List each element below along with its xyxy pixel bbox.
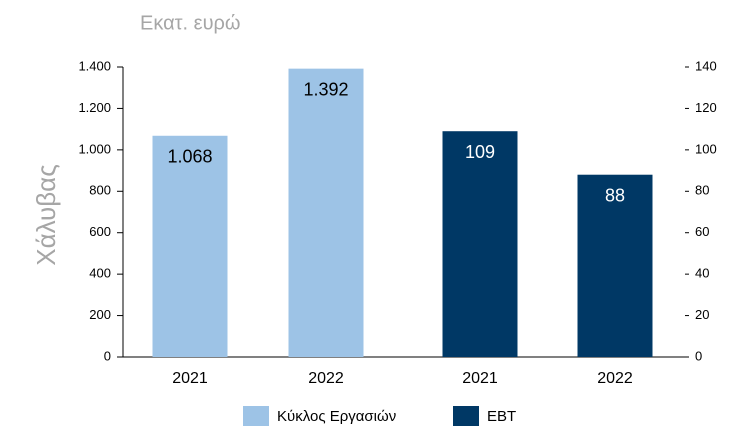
y2-tick-label: 20	[695, 307, 709, 322]
bar	[288, 68, 364, 358]
x-tick-label: 2022	[308, 370, 344, 387]
y2-tick-label: 100	[695, 141, 717, 156]
x-tick-label: 2022	[597, 370, 633, 387]
value-label: 1.392	[303, 79, 348, 99]
y2-tick-label: 40	[695, 266, 709, 281]
y-axis-label: Χάλυβας	[31, 164, 61, 266]
y2-tick-label: 120	[695, 100, 717, 115]
y-tick-label: 1.000	[78, 141, 111, 156]
legend-swatch	[243, 406, 269, 426]
y-tick-label: 1.200	[78, 100, 111, 115]
y2-tick-label: 0	[695, 348, 702, 363]
chart-title: Εκατ. ευρώ	[140, 12, 241, 34]
legend-label: Κύκλος Εργασιών	[277, 408, 396, 425]
y-tick-label: 1.400	[78, 58, 111, 73]
y2-tick-label: 140	[695, 58, 717, 73]
y2-tick-label: 60	[695, 224, 709, 239]
y-tick-label: 600	[89, 224, 111, 239]
bar	[577, 174, 653, 357]
x-tick-label: 2021	[172, 370, 208, 387]
x-tick-label: 2021	[462, 370, 498, 387]
y-tick-label: 400	[89, 266, 111, 281]
bar	[152, 135, 228, 357]
value-label: 109	[465, 142, 495, 162]
y-tick-label: 800	[89, 183, 111, 198]
legend-label: EBT	[487, 408, 516, 425]
value-label: 88	[605, 185, 625, 205]
y-tick-label: 200	[89, 307, 111, 322]
y-tick-label: 0	[104, 348, 111, 363]
legend-swatch	[453, 406, 479, 426]
y2-tick-label: 80	[695, 183, 709, 198]
bar	[442, 131, 518, 357]
value-label: 1.068	[167, 147, 212, 167]
